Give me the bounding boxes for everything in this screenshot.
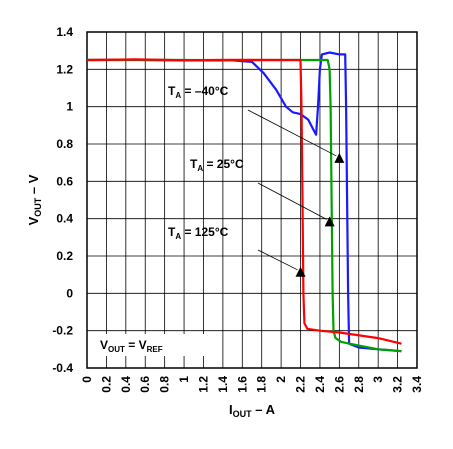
y-tick-labels: 1.4 1.2 1 0.8 0.6 0.4 0.2 0 -0.2 -0.4 [52,25,73,375]
x-tick-label: 0.6 [138,376,152,393]
series-line-3 [86,58,402,345]
annotations: TA = –40°C TA = 25°C TA = 125°C [168,84,345,277]
x-tick-label: 2.8 [352,376,366,393]
grid [87,32,417,368]
annotation-label: TA = 25°C [190,157,244,173]
inset-label-box [94,334,206,356]
y-tick-label: 0 [66,286,73,300]
annotation-leader [257,249,298,271]
x-tick-label: 1.4 [216,376,230,393]
annotation-marker [324,216,335,227]
annotation-leader [257,182,327,220]
x-tick-label: 2.2 [294,376,308,393]
x-tick-label: 2 [274,376,288,383]
series-line-2 [86,58,402,353]
y-axis-label: VOUT – V [26,174,43,225]
series-line-1 [87,51,402,353]
y-tick-label: -0.4 [52,361,73,375]
y-tick-label: 1 [66,100,73,114]
annotation-marker [295,266,306,277]
x-tick-labels: 0 0.2 0.4 0.6 0.8 1 1.2 1.4 1.6 1.8 2 2.2 2.4 2.6 2.8 3… [80,376,424,393]
x-tick-label: 3.2 [391,376,405,393]
plot-frame [86,31,418,369]
y-tick-label: -0.2 [52,324,73,338]
inset-label: VOUT = VREF [100,338,163,354]
x-tick-label: 0.4 [119,376,133,393]
y-tick-label: 0.4 [56,212,73,226]
annotation-leader [247,109,337,157]
x-tick-label: 2.4 [313,376,327,393]
x-tick-label: 1.2 [196,376,210,393]
x-tick-label: 3.4 [410,376,424,393]
x-tick-label: 2.6 [332,376,346,393]
annotation-marker [334,152,345,163]
annotation-label: TA = 125°C [168,225,229,241]
y-tick-label: 0.6 [56,174,73,188]
x-tick-label: 0.2 [99,376,113,393]
y-tick-label: 0.8 [56,137,73,151]
y-tick-label: 1.4 [56,25,73,39]
x-tick-label: 0.8 [158,376,172,393]
x-tick-label: 1 [177,376,191,383]
y-tick-label: 0.2 [56,249,73,263]
x-tick-label: 0 [80,376,94,383]
x-axis-label: IOUT – A [229,402,276,419]
series-lines [86,51,402,353]
annotation-label: TA = –40°C [168,84,229,100]
x-tick-label: 1.8 [255,376,269,393]
x-tick-label: 3 [371,376,385,383]
y-tick-label: 1.2 [56,62,73,76]
x-tick-label: 1.6 [235,376,249,393]
